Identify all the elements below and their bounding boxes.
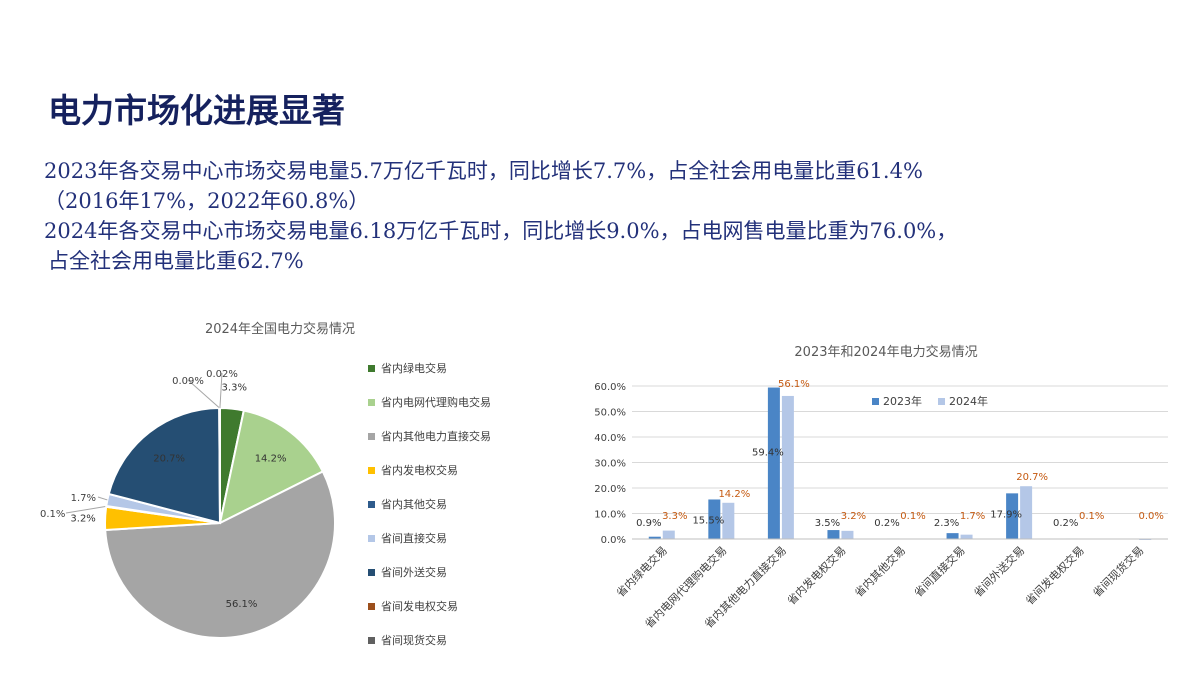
bar-label-2024: 0.1% bbox=[1079, 511, 1104, 522]
x-tick-label: 省内发电权交易 bbox=[784, 543, 848, 607]
legend-label: 省内绿电交易 bbox=[381, 361, 447, 375]
legend-label: 省间直接交易 bbox=[381, 531, 447, 545]
pie-leader-line bbox=[219, 372, 223, 409]
pie-chart: 2024年全国电力交易情况 3.3% 14.2% 56.1% 3.2% 0.1% 1.7% 2… bbox=[40, 321, 491, 647]
paragraph-2024: 2024年各交易中心市场交易电量6.18万亿千瓦时，同比增长9.0%，占电网售电… bbox=[44, 219, 958, 243]
legend-label: 省内发电权交易 bbox=[381, 463, 458, 477]
paragraph-2023: 2023年各交易中心市场交易电量5.7万亿千瓦时，同比增长7.7%，占全社会用电… bbox=[44, 159, 923, 183]
y-tick-label: 40.0% bbox=[594, 433, 626, 444]
bar-label-2024: 0.0% bbox=[1139, 511, 1164, 522]
bar-2024 bbox=[960, 534, 973, 539]
body-text: 2023年各交易中心市场交易电量5.7万亿千瓦时，同比增长7.7%，占全社会用电… bbox=[44, 156, 1164, 276]
pie-leader-line bbox=[97, 496, 108, 501]
pie-label: 3.3% bbox=[222, 383, 247, 394]
bar-2024 bbox=[781, 395, 794, 539]
x-tick-label: 省间发电权交易 bbox=[1022, 543, 1086, 607]
legend-swatch-2024 bbox=[938, 398, 945, 405]
pie-label: 3.2% bbox=[70, 513, 95, 524]
bar-label-2024: 20.7% bbox=[1016, 472, 1048, 483]
legend-swatch bbox=[368, 467, 375, 474]
legend-swatch bbox=[368, 569, 375, 576]
pie-label: 20.7% bbox=[153, 454, 185, 465]
paragraph-2024-cont: 占全社会用电量比重62.7% bbox=[48, 249, 304, 273]
x-tick-label: 省内其他交易 bbox=[852, 543, 909, 600]
page-title: 电力市场化进展显著 bbox=[48, 91, 345, 130]
legend-label: 省内电网代理购电交易 bbox=[381, 395, 491, 409]
legend-swatch bbox=[368, 637, 375, 644]
legend-label-2023: 2023年 bbox=[883, 394, 922, 408]
bar-title: 2023年和2024年电力交易情况 bbox=[794, 344, 977, 360]
bar-label-2024: 14.2% bbox=[718, 489, 750, 500]
bar-label-2024: 0.1% bbox=[900, 511, 925, 522]
x-tick-label: 省间直接交易 bbox=[911, 543, 968, 600]
legend-label: 省间发电权交易 bbox=[381, 599, 458, 613]
legend-label: 省内其他电力直接交易 bbox=[381, 429, 491, 443]
bar-chart: 2023年和2024年电力交易情况 0.0% 10.0% 20.0% 30.0% 40.0… bbox=[594, 344, 1168, 631]
pie-label: 0.1% bbox=[40, 509, 65, 520]
x-tick-label: 省间现货交易 bbox=[1090, 543, 1147, 600]
x-tick-label: 省内绿电交易 bbox=[613, 543, 670, 600]
legend-label: 省间现货交易 bbox=[381, 633, 447, 647]
bar-2023 bbox=[708, 499, 721, 539]
y-tick-label: 30.0% bbox=[594, 459, 626, 470]
bar-2024 bbox=[1020, 486, 1033, 539]
bar-2023 bbox=[648, 536, 661, 539]
bar-2024 bbox=[662, 530, 675, 539]
pie-slice bbox=[104, 470, 336, 639]
pie-slice bbox=[107, 406, 222, 525]
bar-2024 bbox=[841, 530, 854, 539]
legend-label: 省内其他交易 bbox=[381, 497, 447, 511]
pie-label: 56.1% bbox=[226, 599, 258, 610]
legend-swatch bbox=[368, 365, 375, 372]
legend-label-2024: 2024年 bbox=[949, 394, 988, 408]
bar-label-2023: 0.2% bbox=[1053, 518, 1078, 529]
pie-slice bbox=[218, 409, 325, 525]
bar-label-2024: 1.7% bbox=[960, 511, 985, 522]
bar-label-2023: 59.4% bbox=[752, 448, 784, 459]
x-tick-label: 省间外送交易 bbox=[971, 543, 1028, 600]
y-tick-label: 50.0% bbox=[594, 408, 626, 419]
bar-label-2023: 17.9% bbox=[990, 509, 1022, 520]
pie-label: 14.2% bbox=[255, 453, 287, 464]
pie-label: 1.7% bbox=[71, 493, 96, 504]
bar-label-2023: 0.2% bbox=[874, 518, 899, 529]
y-tick-label: 10.0% bbox=[594, 510, 626, 521]
bar-2024 bbox=[722, 502, 735, 539]
y-tick-label: 0.0% bbox=[601, 535, 626, 546]
pie-label: 0.02% bbox=[206, 369, 238, 380]
bar-2023 bbox=[767, 387, 780, 539]
pie-title: 2024年全国电力交易情况 bbox=[205, 321, 355, 337]
legend-swatch bbox=[368, 535, 375, 542]
pie-leader-line bbox=[65, 505, 107, 514]
legend-swatch bbox=[368, 501, 375, 508]
bar-2023 bbox=[1006, 493, 1019, 539]
bar-label-2024: 3.3% bbox=[662, 511, 687, 522]
pie-label: 0.09% bbox=[172, 376, 204, 387]
bar-label-2024: 3.2% bbox=[841, 511, 866, 522]
legend-swatch-2023 bbox=[872, 398, 879, 405]
y-tick-label: 60.0% bbox=[594, 382, 626, 393]
bar-label-2023: 15.5% bbox=[692, 515, 724, 526]
legend-swatch bbox=[368, 603, 375, 610]
legend-label: 省间外送交易 bbox=[381, 565, 447, 579]
legend-swatch bbox=[368, 399, 375, 406]
bar-2023 bbox=[946, 533, 959, 539]
bar-label-2023: 0.9% bbox=[636, 518, 661, 529]
bar-label-2023: 3.5% bbox=[815, 518, 840, 529]
y-tick-label: 20.0% bbox=[594, 484, 626, 495]
legend-swatch bbox=[368, 433, 375, 440]
bar-label-2024: 56.1% bbox=[778, 379, 810, 390]
paragraph-2023-note: （2016年17%，2022年60.8%） bbox=[44, 189, 370, 213]
bar-2023 bbox=[827, 530, 840, 539]
pie-leader-line bbox=[187, 379, 220, 409]
bar-label-2023: 2.3% bbox=[934, 518, 959, 529]
